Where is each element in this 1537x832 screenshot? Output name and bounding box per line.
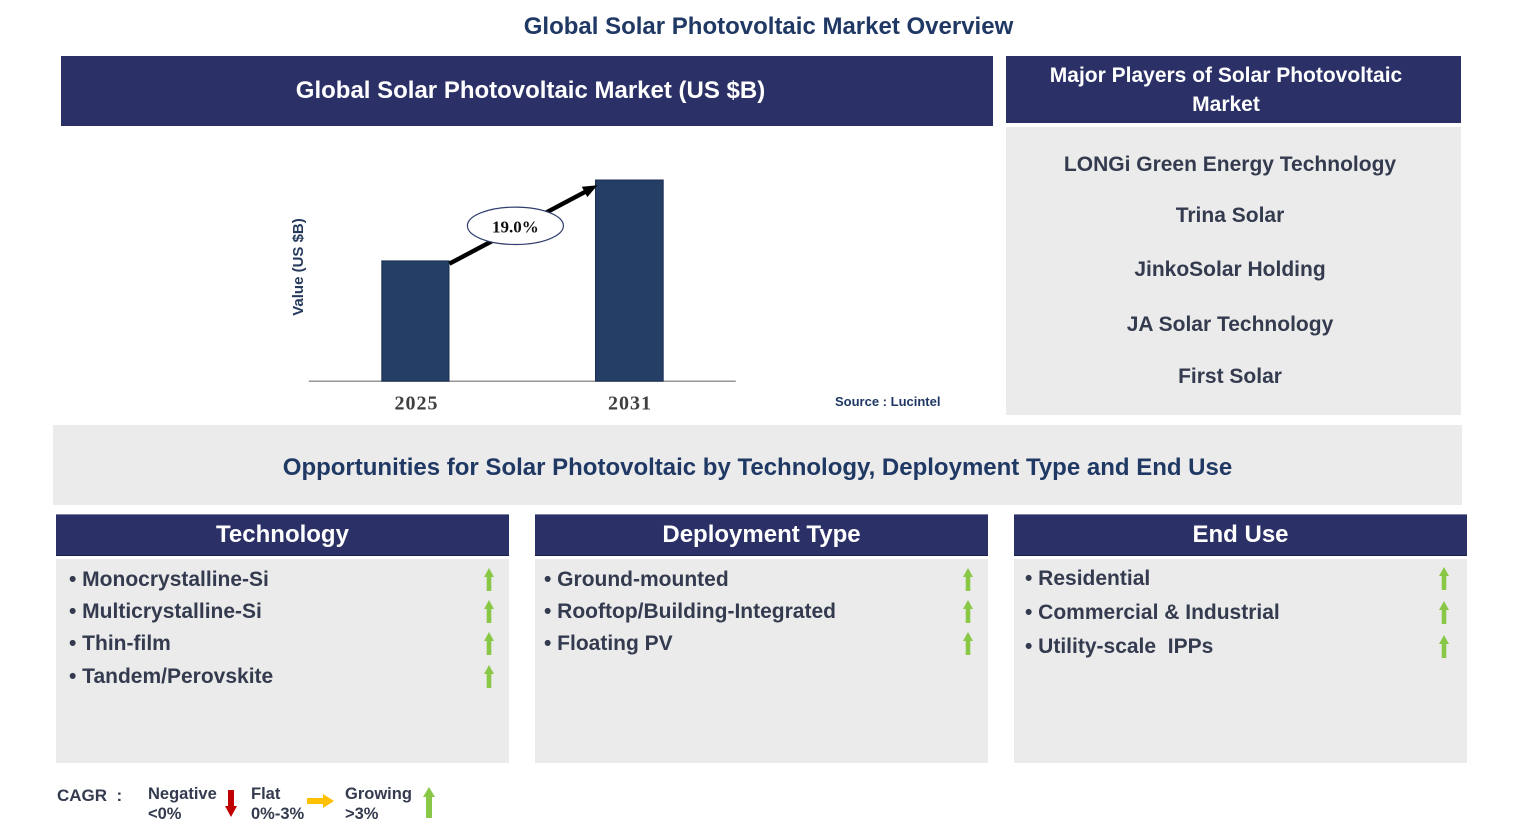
svg-text:2025: 2025 [395, 393, 439, 415]
svg-text:Value (US $B): Value (US $B) [290, 218, 307, 316]
svg-text:2031: 2031 [608, 393, 652, 415]
svg-text:19.0%: 19.0% [492, 218, 539, 237]
